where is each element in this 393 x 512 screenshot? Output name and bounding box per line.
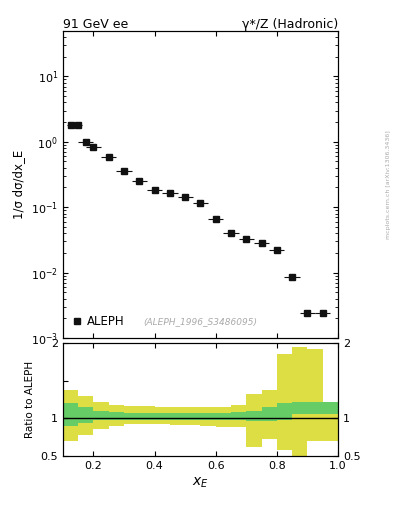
Text: mcplots.cern.ch [arXiv:1306.3436]: mcplots.cern.ch [arXiv:1306.3436] (386, 130, 391, 239)
X-axis label: $x_E$: $x_E$ (192, 476, 209, 490)
Legend: ALEPH: ALEPH (69, 312, 128, 332)
Text: (ALEPH_1996_S3486095): (ALEPH_1996_S3486095) (143, 316, 257, 326)
Text: γ*/Z (Hadronic): γ*/Z (Hadronic) (242, 18, 338, 31)
Y-axis label: 1/σ dσ/dx_E: 1/σ dσ/dx_E (13, 150, 26, 219)
Y-axis label: Ratio to ALEPH: Ratio to ALEPH (25, 361, 35, 438)
Text: 91 GeV ee: 91 GeV ee (63, 18, 128, 31)
